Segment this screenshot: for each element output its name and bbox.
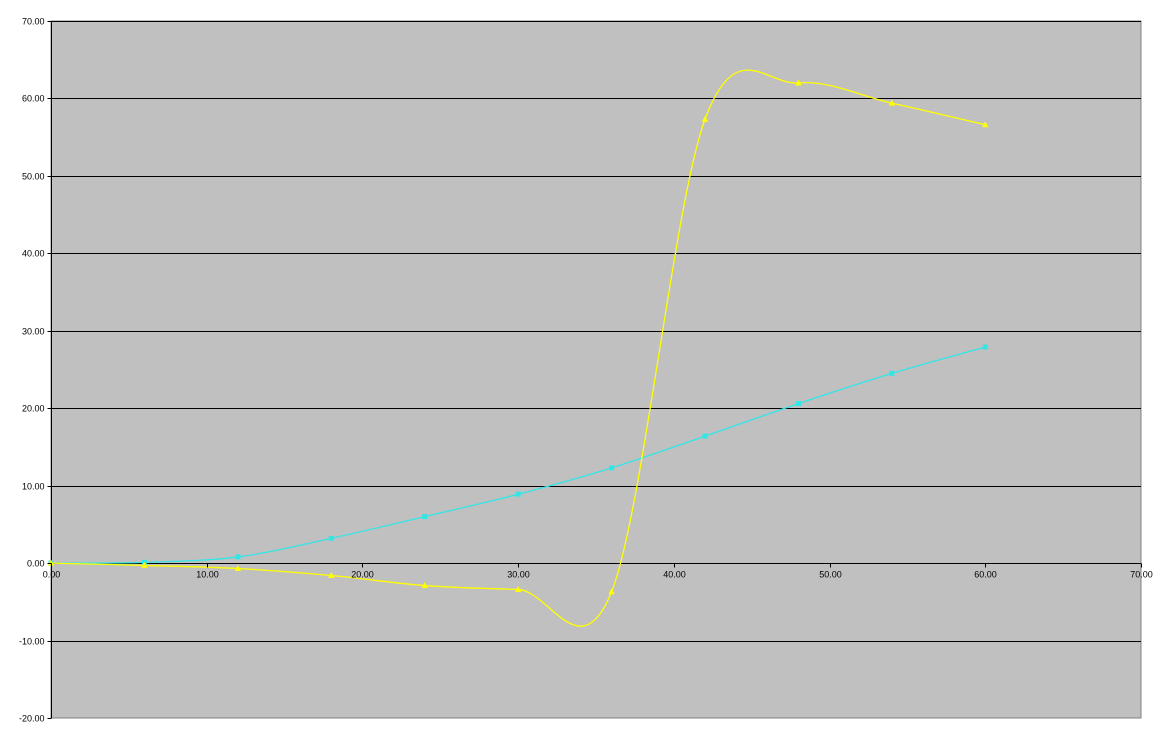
data-point	[795, 79, 802, 86]
data-point	[608, 588, 615, 595]
y-tick-label: 0.00	[27, 559, 45, 569]
data-point	[795, 401, 801, 407]
y-tick-label: 30.00	[22, 327, 45, 337]
data-point	[328, 535, 334, 541]
data-point	[328, 572, 335, 578]
data-point	[702, 433, 708, 439]
x-tick-label: 0.00	[43, 570, 61, 580]
y-tick-label: 50.00	[22, 172, 45, 182]
y-tick-label: 70.00	[22, 17, 45, 27]
data-point	[422, 514, 428, 520]
data-point	[47, 559, 55, 566]
y-tick-label: 20.00	[22, 404, 45, 414]
x-tick-label: 40.00	[663, 570, 686, 580]
data-point	[235, 554, 241, 560]
data-point	[982, 121, 989, 128]
x-tick-label: 60.00	[974, 570, 997, 580]
data-point	[609, 465, 615, 471]
series-2	[47, 69, 989, 627]
data-point	[515, 491, 521, 497]
x-tick-label: 70.00	[1130, 570, 1153, 580]
data-point	[421, 582, 428, 589]
data-point	[889, 370, 895, 376]
data-point	[982, 344, 988, 350]
x-axis-ticks: 0.00 10.00 20.00 30.00 40.00 50.00 60.00 70.00	[43, 563, 1153, 580]
y-tick-label: 40.00	[22, 249, 45, 259]
x-tick-label: 30.00	[507, 570, 530, 580]
plot-area	[50, 20, 1142, 719]
x-tick-label: 50.00	[819, 570, 842, 580]
data-point	[514, 585, 522, 592]
y-tick-label: 60.00	[22, 94, 45, 104]
data-point	[234, 565, 242, 572]
y-tick-label: 10.00	[22, 482, 45, 492]
series-layer	[47, 69, 989, 627]
y-axis-ticks: -20.00 -10.00 0.00 10.00 20.00 30.00 40.00 50.0…	[19, 17, 52, 724]
y-tick-label: -10.00	[19, 637, 45, 647]
axes	[51, 21, 1141, 718]
data-point	[888, 99, 896, 106]
data-point	[701, 115, 709, 122]
x-tick-label: 10.00	[196, 570, 219, 580]
x-tick-label: 20.00	[351, 570, 374, 580]
y-tick-label: -20.00	[19, 714, 45, 724]
data-point	[141, 561, 148, 568]
